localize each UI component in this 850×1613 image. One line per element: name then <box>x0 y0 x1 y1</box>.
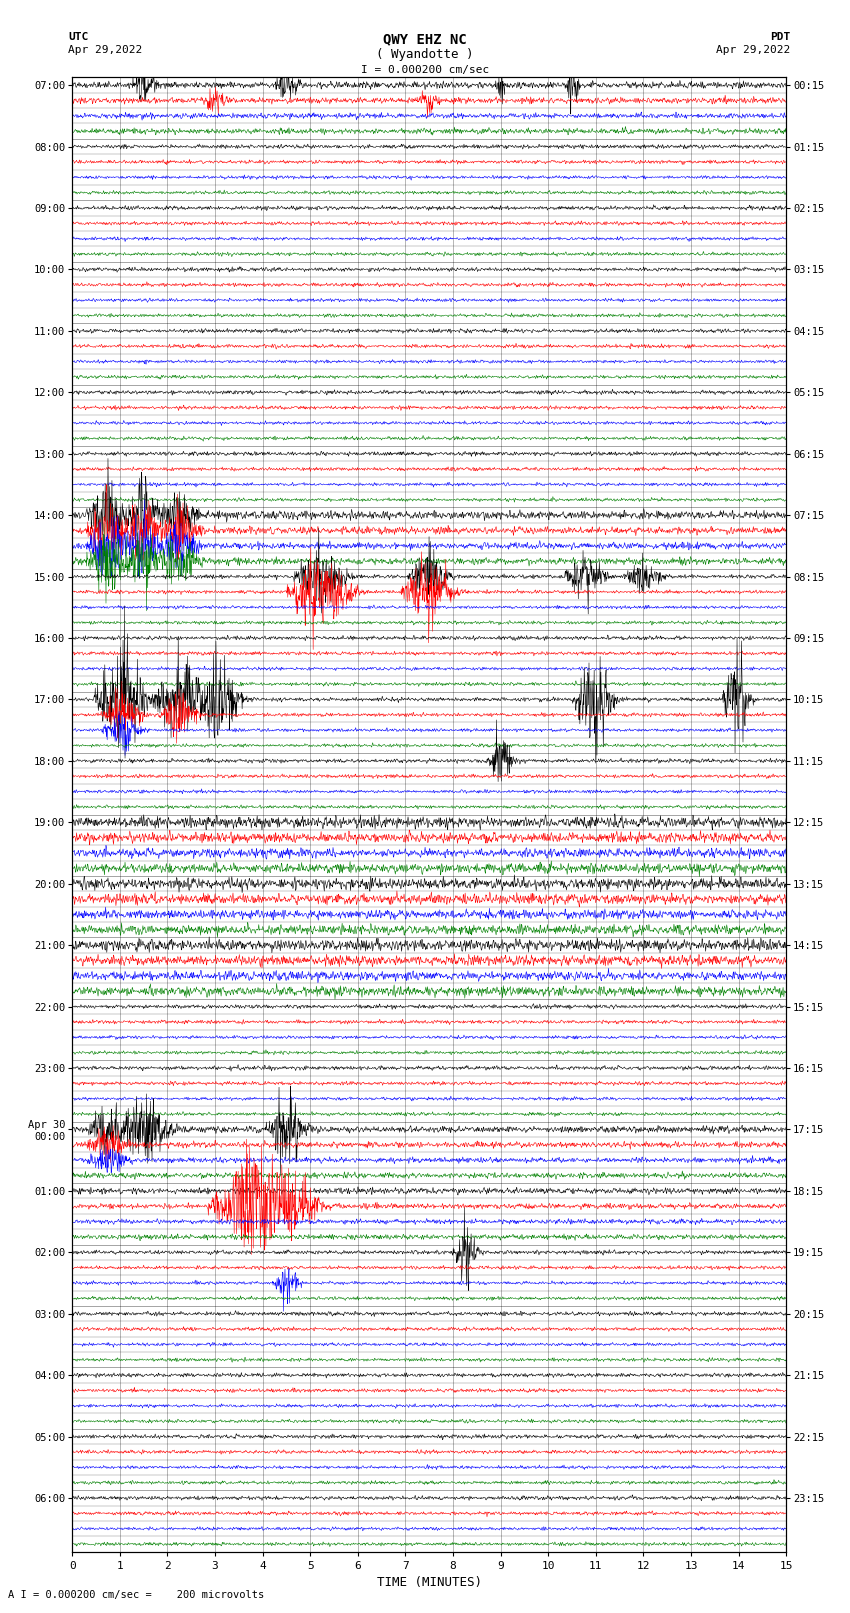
Text: QWY EHZ NC: QWY EHZ NC <box>383 32 467 47</box>
Text: UTC: UTC <box>68 32 88 42</box>
Text: ( Wyandotte ): ( Wyandotte ) <box>377 48 473 61</box>
Text: PDT: PDT <box>770 32 790 42</box>
X-axis label: TIME (MINUTES): TIME (MINUTES) <box>377 1576 482 1589</box>
Text: Apr 29,2022: Apr 29,2022 <box>717 45 790 55</box>
Text: Apr 29,2022: Apr 29,2022 <box>68 45 142 55</box>
Text: A I = 0.000200 cm/sec =    200 microvolts: A I = 0.000200 cm/sec = 200 microvolts <box>8 1590 264 1600</box>
Text: I = 0.000200 cm/sec: I = 0.000200 cm/sec <box>361 65 489 74</box>
